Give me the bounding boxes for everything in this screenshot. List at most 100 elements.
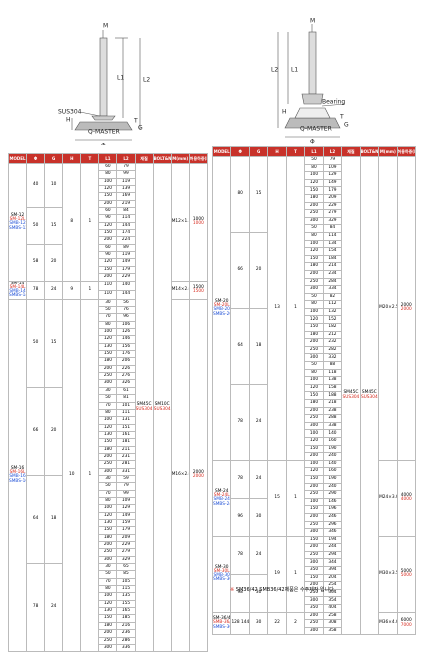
label: M (103, 23, 108, 30)
l1-cell: 180 (98, 357, 118, 366)
l2-cell: 140 (322, 459, 343, 469)
phi-cell: 78 (230, 383, 250, 461)
l1-cell: 150 (304, 186, 324, 195)
l2-cell: 159 (116, 518, 136, 528)
l2-cell: 331 (116, 467, 136, 476)
footnote: ※ SM36/42 SMB36/42제품은 수주제작 입니다. (230, 586, 335, 593)
header-cell: 허용하중(kgf) (188, 153, 209, 164)
phi-cell: 98 (230, 573, 250, 613)
model-name: SM-30L (213, 568, 230, 574)
l2-cell: 358 (322, 626, 343, 636)
g-cell: 18 (44, 474, 64, 565)
thread-cell: M20×2.5 (378, 156, 398, 461)
load-cell: 1500 1500 (188, 280, 209, 300)
thread-cell: M16×2.0 (170, 298, 190, 652)
l1-cell: 250 (304, 520, 324, 530)
model-cell: SM-16 SM-16L SMB-16 SMBS-16 (7, 298, 28, 652)
l1-cell: 120 (98, 599, 118, 609)
g-cell: 24 (44, 563, 64, 652)
header-cell: MODEL (211, 146, 232, 157)
l2-cell: 115 (116, 585, 136, 594)
l1-cell: 180 (304, 330, 324, 340)
t-cell: 2 (285, 611, 306, 636)
l1-cell: 60 (98, 243, 118, 253)
t-cell: 1 (80, 298, 100, 652)
l2-cell: 112 (322, 300, 343, 309)
l1-cell: 100 (98, 177, 118, 187)
phi-cell: 80 (230, 156, 250, 233)
l1-cell: 70 (98, 489, 118, 498)
l1-cell: 120 (98, 185, 118, 194)
l2-cell: 404 (322, 604, 343, 613)
l1-cell: 300 (98, 555, 118, 565)
l1-cell: 130 (98, 607, 118, 616)
header-cell: 재질 (341, 146, 361, 157)
load: 1000 (192, 216, 204, 222)
model-name: SMBS-14 (9, 293, 27, 299)
header-cell: M(mm) (378, 146, 398, 157)
l1-cell: 130 (98, 518, 118, 528)
model-name: SMBS-16 (9, 478, 27, 484)
g-cell: 20 (248, 231, 269, 309)
l1-cell: 180 (98, 533, 118, 543)
l2-cell: 185 (116, 614, 136, 623)
l1-cell: 250 (304, 277, 324, 287)
l2-cell: 138 (322, 376, 343, 385)
l1-cell: 120 (304, 383, 324, 393)
model-cell: SM-30 SM-30L SMB-30 SMBS-30 (211, 535, 232, 613)
l2-cell: 79 (116, 162, 136, 172)
model-name: SM-24 (215, 488, 229, 494)
row: 66 20 80 114 (213, 231, 416, 309)
t-cell: 1 (80, 280, 100, 300)
l2-cell: 111 (116, 408, 136, 418)
l2-cell: 96 (116, 313, 136, 322)
l2-cell: 258 (322, 611, 343, 621)
l2-cell: 214 (322, 262, 343, 271)
phi-cell: 78 (230, 535, 250, 575)
l2-cell: 354 (322, 596, 343, 606)
phi-cell: 64 (26, 474, 46, 565)
label: Q-MASTER (300, 126, 332, 133)
l2-cell: 219 (116, 199, 136, 209)
header-cell: G (248, 146, 269, 157)
g-cell: 18 (248, 307, 269, 385)
l2-cell: 132 (322, 307, 343, 317)
row: 120 154 (213, 247, 416, 256)
l2-cell: 106 (116, 320, 136, 330)
model-name: SMB-20 (213, 307, 230, 313)
label: H (282, 109, 287, 116)
l1-cell: 130 (98, 342, 118, 352)
l2-cell: 218 (322, 399, 343, 408)
l1-cell: 300 (304, 285, 324, 294)
l2-cell: 211 (116, 445, 136, 454)
l1-cell: 350 (304, 566, 324, 575)
l1-cell: 120 (98, 423, 118, 432)
label: Bearing (322, 99, 345, 106)
l1-cell: 110 (98, 289, 118, 300)
l2-cell: 151 (116, 423, 136, 432)
label: H (66, 117, 71, 124)
l2-cell: 144 (116, 289, 136, 300)
material: SUS304 (135, 406, 153, 412)
header-cell: L1 (304, 146, 324, 157)
l1-cell: 80 (98, 170, 118, 179)
l1-cell: 250 (98, 372, 118, 381)
l1-cell: 200 (304, 543, 324, 552)
row: SM-30 SM-30L SMB-30 SMBS-30 78 24 19 1 150 194 M30… (211, 535, 417, 613)
l1-cell: 150 (98, 229, 118, 238)
l1-cell: 120 (98, 258, 118, 267)
l1-cell: 130 (98, 430, 118, 440)
l2-cell: 85 (116, 570, 136, 579)
l2-cell: 338 (322, 421, 343, 431)
phi-cell: 64 (230, 307, 250, 385)
l1-cell: 100 (98, 416, 118, 425)
l2-cell: 346 (322, 528, 343, 537)
l2-cell: 229 (116, 273, 136, 282)
l2-cell: 82 (322, 292, 343, 302)
l2-cell: 146 (116, 335, 136, 344)
load: 5000 (400, 573, 412, 579)
l1-cell: 70 (98, 401, 118, 410)
g-cell: 24 (248, 535, 269, 575)
l1-cell: 30 (98, 298, 118, 308)
